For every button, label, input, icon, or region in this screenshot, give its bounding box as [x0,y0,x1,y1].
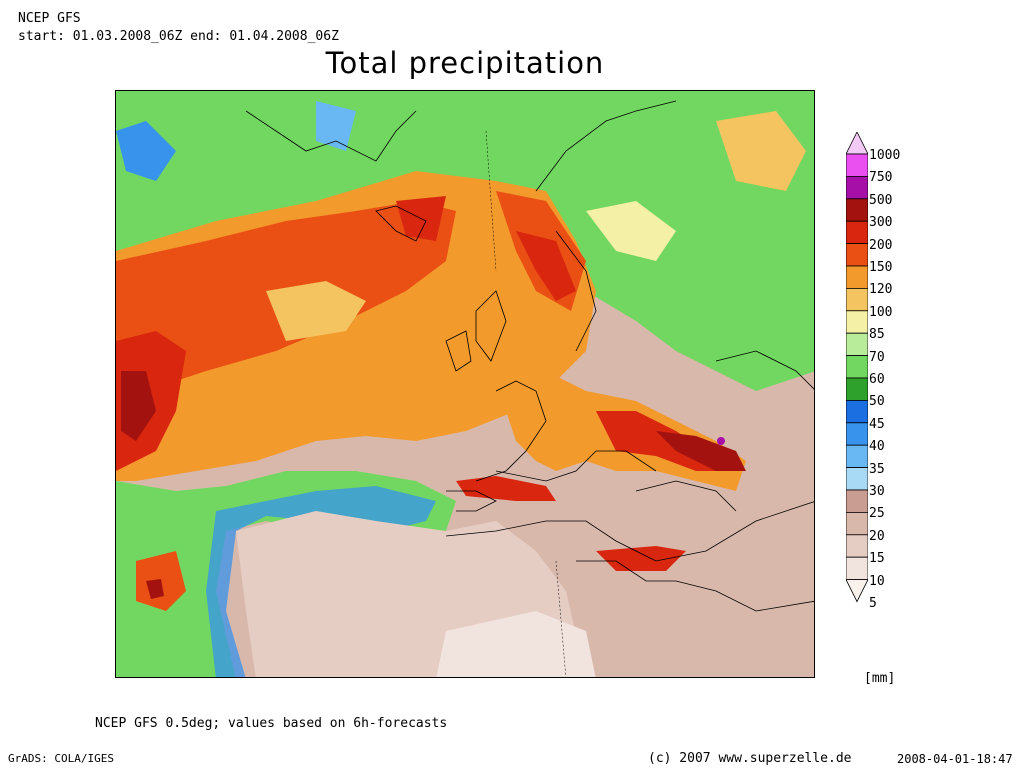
legend-label: 50 [869,394,885,410]
legend-label: 10 [869,573,885,589]
legend-swatch [846,332,868,356]
legend-swatch [846,489,868,513]
legend-label: 85 [869,327,885,343]
model-name: NCEP GFS [18,11,81,26]
legend-label: 120 [869,282,893,298]
legend-label: 300 [869,215,893,231]
legend-label: 70 [869,349,885,365]
legend-swatch [846,399,868,424]
legend-label: 45 [869,416,885,432]
legend-swatch [846,198,868,222]
footer-note: NCEP GFS 0.5deg; values based on 6h-fore… [95,716,448,731]
copyright-text: (c) 2007 www.superzelle.de [648,751,852,766]
legend-swatch [846,132,868,155]
legend-label: 35 [869,461,885,477]
timestamp-text: 2008-04-01-18:47 [897,752,1013,766]
legend-unit: [mm] [864,671,896,686]
legend-label: 40 [869,439,885,455]
legend-label: 5 [869,596,877,611]
legend-label: 60 [869,372,885,387]
legend-label: 25 [869,506,885,522]
legend-swatch [846,265,868,289]
map-svg [116,91,814,677]
legend-label: 1000 [869,148,901,163]
legend-label: 15 [869,551,885,567]
page-title: Total precipitation [325,46,605,80]
legend-swatch [846,287,868,312]
period-text: start: 01.03.2008_06Z end: 01.04.2008_06… [18,29,339,44]
legend-swatch [846,243,868,267]
legend-label: 20 [869,528,885,544]
legend-label: 30 [869,484,885,499]
legend-swatch [846,355,868,379]
legend-label: 200 [869,237,893,253]
legend-swatch [846,176,868,200]
legend-swatch [846,556,868,581]
legend-swatch [846,579,868,603]
legend-label: 500 [869,192,893,208]
legend-label: 100 [869,304,893,320]
legend-label: 750 [869,170,893,186]
grads-credit: GrADS: COLA/IGES [8,752,114,765]
legend-swatch [846,377,868,401]
legend-swatch [846,511,868,536]
legend-swatch [846,220,868,244]
legend-swatch [846,153,868,177]
legend-colorbar [846,132,868,603]
legend-swatch [846,310,868,334]
legend-swatch [846,534,868,558]
legend-swatch [846,422,868,446]
legend-swatch [846,444,868,469]
precipitation-map[interactable] [115,90,815,678]
legend-swatch [846,467,868,491]
legend-label: 150 [869,260,893,275]
